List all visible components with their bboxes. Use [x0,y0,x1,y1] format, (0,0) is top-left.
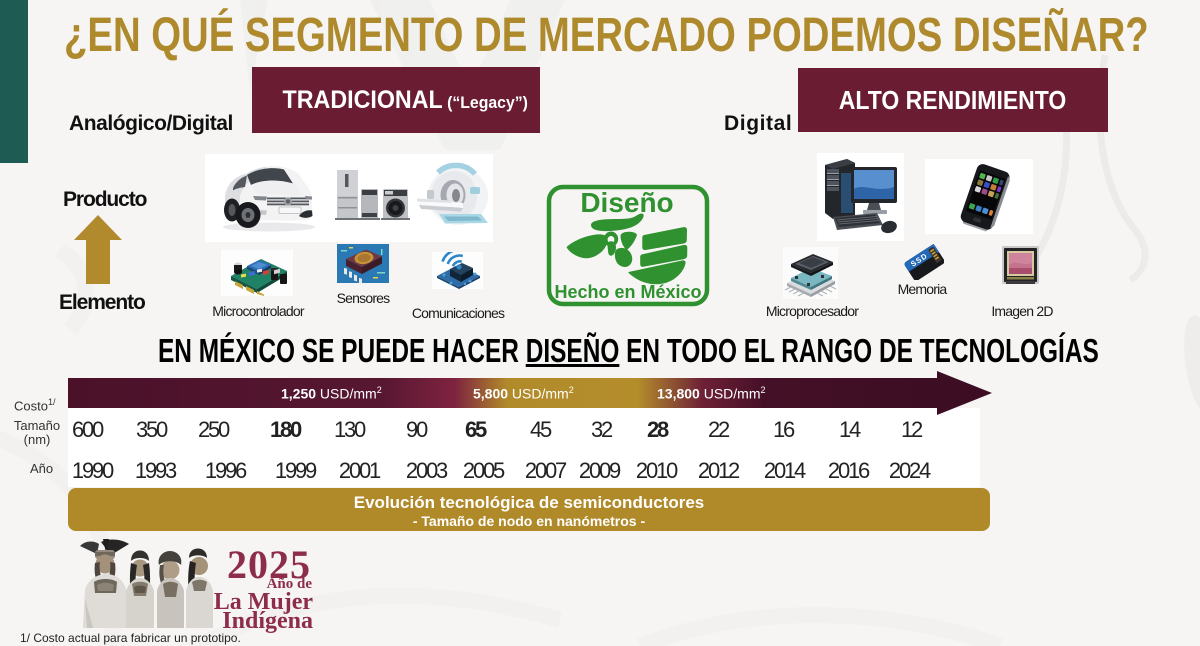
svg-text:Hecho en México: Hecho en México [554,282,701,302]
svg-text:Diseño: Diseño [580,187,673,218]
